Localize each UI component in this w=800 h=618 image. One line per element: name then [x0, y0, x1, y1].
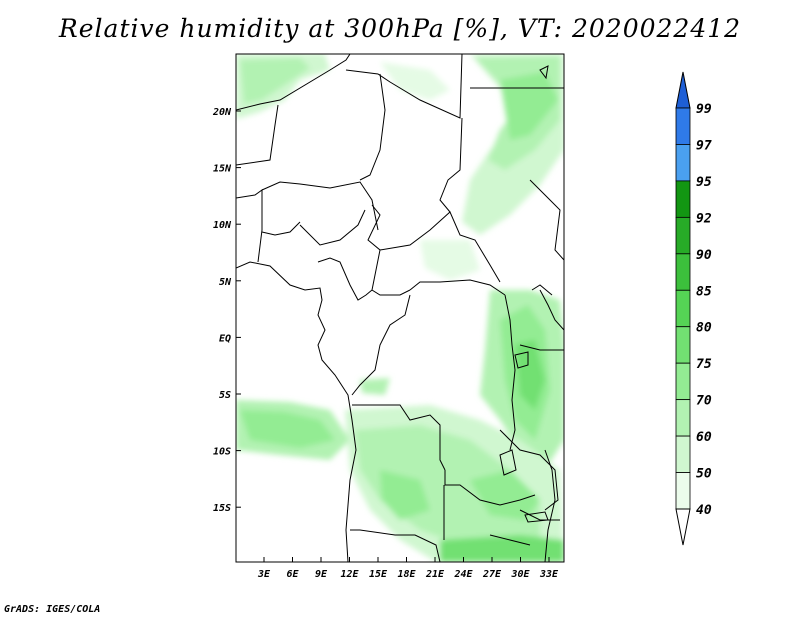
border	[352, 404, 446, 471]
lon-tick-label: 12E	[340, 569, 359, 580]
colorbar-label: 50	[696, 467, 712, 482]
lat-tick-label: 15S	[213, 503, 231, 514]
humidity-area	[515, 340, 545, 410]
lon-tick-label: 27E	[482, 569, 502, 580]
border	[519, 509, 560, 521]
lon-tick-label: 15E	[369, 569, 388, 580]
colorbar-segment	[675, 435, 691, 473]
lake	[524, 511, 549, 523]
border	[539, 65, 549, 80]
colorbar-segment	[675, 362, 691, 401]
colorbar-label: 40	[696, 503, 712, 518]
lat-tick-label: 20N	[212, 107, 232, 118]
humidity-area	[420, 240, 480, 280]
humidity-area	[440, 535, 564, 562]
longitude-axis: 3E 6E 9E 12E 15E 18E 21E 24E 27E 30E 33E	[257, 557, 559, 580]
border	[345, 54, 463, 119]
lon-tick-label: 24E	[453, 569, 473, 580]
colorbar: 99 97 95 92 90 85 80 75 70 60 50 40	[675, 71, 712, 546]
humidity-area	[380, 62, 450, 100]
lake	[499, 449, 517, 476]
lat-tick-label: 15N	[213, 164, 232, 175]
colorbar-label: 75	[696, 357, 712, 372]
border	[261, 181, 379, 231]
humidity-area	[470, 470, 540, 520]
border	[317, 257, 373, 301]
colorbar-segment	[675, 144, 691, 182]
lat-tick-label: 10N	[213, 220, 232, 231]
colorbar-segment	[675, 472, 691, 510]
border	[367, 204, 411, 296]
lon-tick-label: 21E	[425, 569, 445, 580]
lon-tick-label: 18E	[397, 569, 416, 580]
colorbar-label: 90	[696, 248, 712, 263]
border	[531, 284, 553, 296]
lon-tick-label: 9E	[315, 569, 328, 580]
border	[236, 104, 279, 166]
colorbar-segment	[675, 399, 691, 437]
credit-label: GrADS: IGES/COLA	[4, 604, 101, 615]
colorbar-segment	[675, 180, 691, 218]
border	[444, 470, 536, 506]
colorbar-bottom-triangle	[675, 508, 691, 546]
colorbar-label: 97	[696, 138, 712, 153]
colorbar-segment	[675, 289, 691, 328]
border	[489, 534, 531, 546]
lat-tick-label: EQ	[219, 333, 231, 344]
lon-tick-label: 6E	[286, 569, 299, 580]
border	[539, 289, 564, 331]
humidity-area	[360, 378, 390, 395]
colorbar-label: 80	[696, 321, 712, 336]
border	[359, 73, 386, 181]
border	[504, 294, 516, 451]
colorbar-label: 92	[696, 211, 712, 226]
border	[351, 294, 411, 396]
lon-tick-label: 33E	[539, 569, 559, 580]
humidity-area	[380, 470, 430, 520]
colorbar-segment	[675, 107, 691, 145]
lat-tick-label: 5N	[219, 277, 232, 288]
lat-tick-label: 10S	[213, 447, 231, 458]
border	[236, 54, 351, 111]
humidity-area	[500, 72, 558, 140]
colorbar-label: 60	[696, 430, 712, 445]
border	[379, 211, 501, 283]
colorbar-top-triangle	[675, 71, 691, 109]
humidity-area	[355, 425, 540, 548]
colorbar-label: 85	[696, 284, 712, 299]
lat-tick-label: 5S	[219, 390, 231, 401]
border	[439, 117, 463, 213]
lon-tick-label: 30E	[510, 569, 530, 580]
border	[350, 529, 441, 562]
lon-tick-label: 3E	[257, 569, 271, 580]
colorbar-label: 99	[696, 102, 712, 117]
lake	[514, 351, 529, 369]
map-frame	[235, 53, 565, 563]
humidity-field	[236, 54, 564, 562]
border	[519, 344, 564, 351]
border	[499, 429, 559, 511]
colorbar-segment	[675, 216, 691, 255]
border	[544, 449, 556, 562]
border	[299, 209, 366, 246]
colorbar-label: 70	[696, 394, 712, 409]
border	[409, 279, 506, 296]
country-borders	[236, 54, 564, 562]
latitude-axis: 20N 15N 10N 5N EQ 5S 10S 15S	[212, 107, 241, 514]
border	[261, 221, 301, 236]
colorbar-label: 95	[696, 175, 712, 190]
humidity-area	[240, 410, 335, 448]
map-title: Relative humidity at 300hPa [%], VT: 202…	[58, 14, 742, 43]
humidity-area	[240, 58, 310, 104]
colorbar-segment	[675, 253, 691, 291]
colorbar-segment	[675, 326, 691, 364]
border	[529, 179, 564, 261]
coastline	[236, 261, 357, 562]
border	[236, 189, 263, 263]
